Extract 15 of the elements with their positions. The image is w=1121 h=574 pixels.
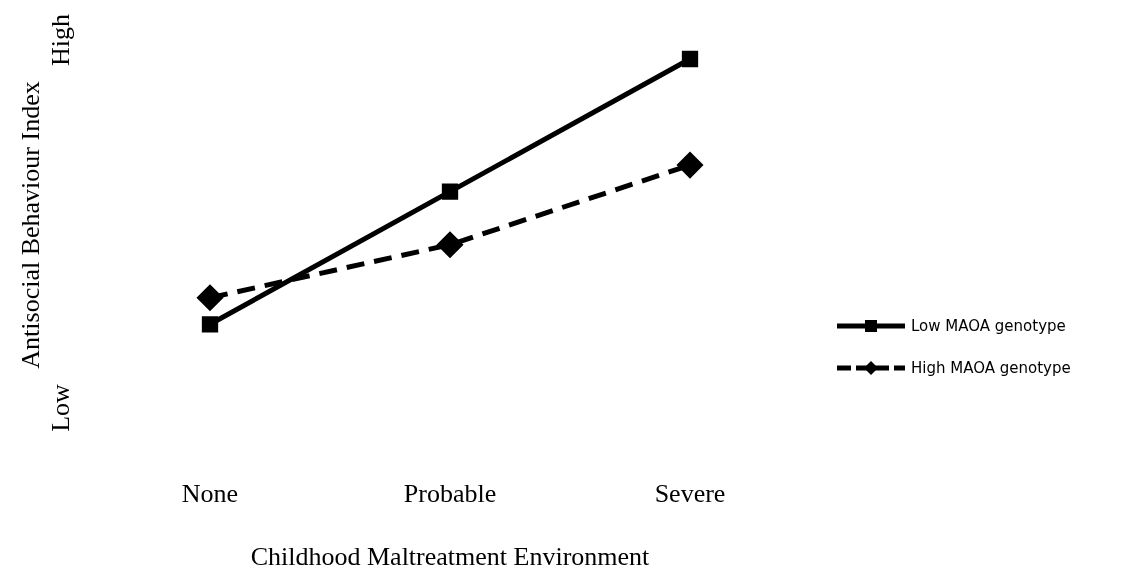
x-tick-label: None xyxy=(181,479,239,509)
point xyxy=(437,232,463,258)
point xyxy=(677,152,703,178)
x-axis-title: Childhood Maltreatment Environment xyxy=(250,542,651,572)
y-axis-title: Antisocial Behaviour Index xyxy=(15,81,45,369)
legend-label: Low MAOA genotype xyxy=(911,317,1066,335)
text: Low xyxy=(45,383,75,432)
x-tick-label: Severe xyxy=(654,479,726,509)
point xyxy=(201,316,219,333)
x-tick-label: Probable xyxy=(403,479,497,509)
legend-label: High MAOA genotype xyxy=(911,359,1071,377)
point xyxy=(441,183,459,200)
point xyxy=(681,50,699,68)
point xyxy=(197,285,223,311)
text: High xyxy=(45,14,75,66)
